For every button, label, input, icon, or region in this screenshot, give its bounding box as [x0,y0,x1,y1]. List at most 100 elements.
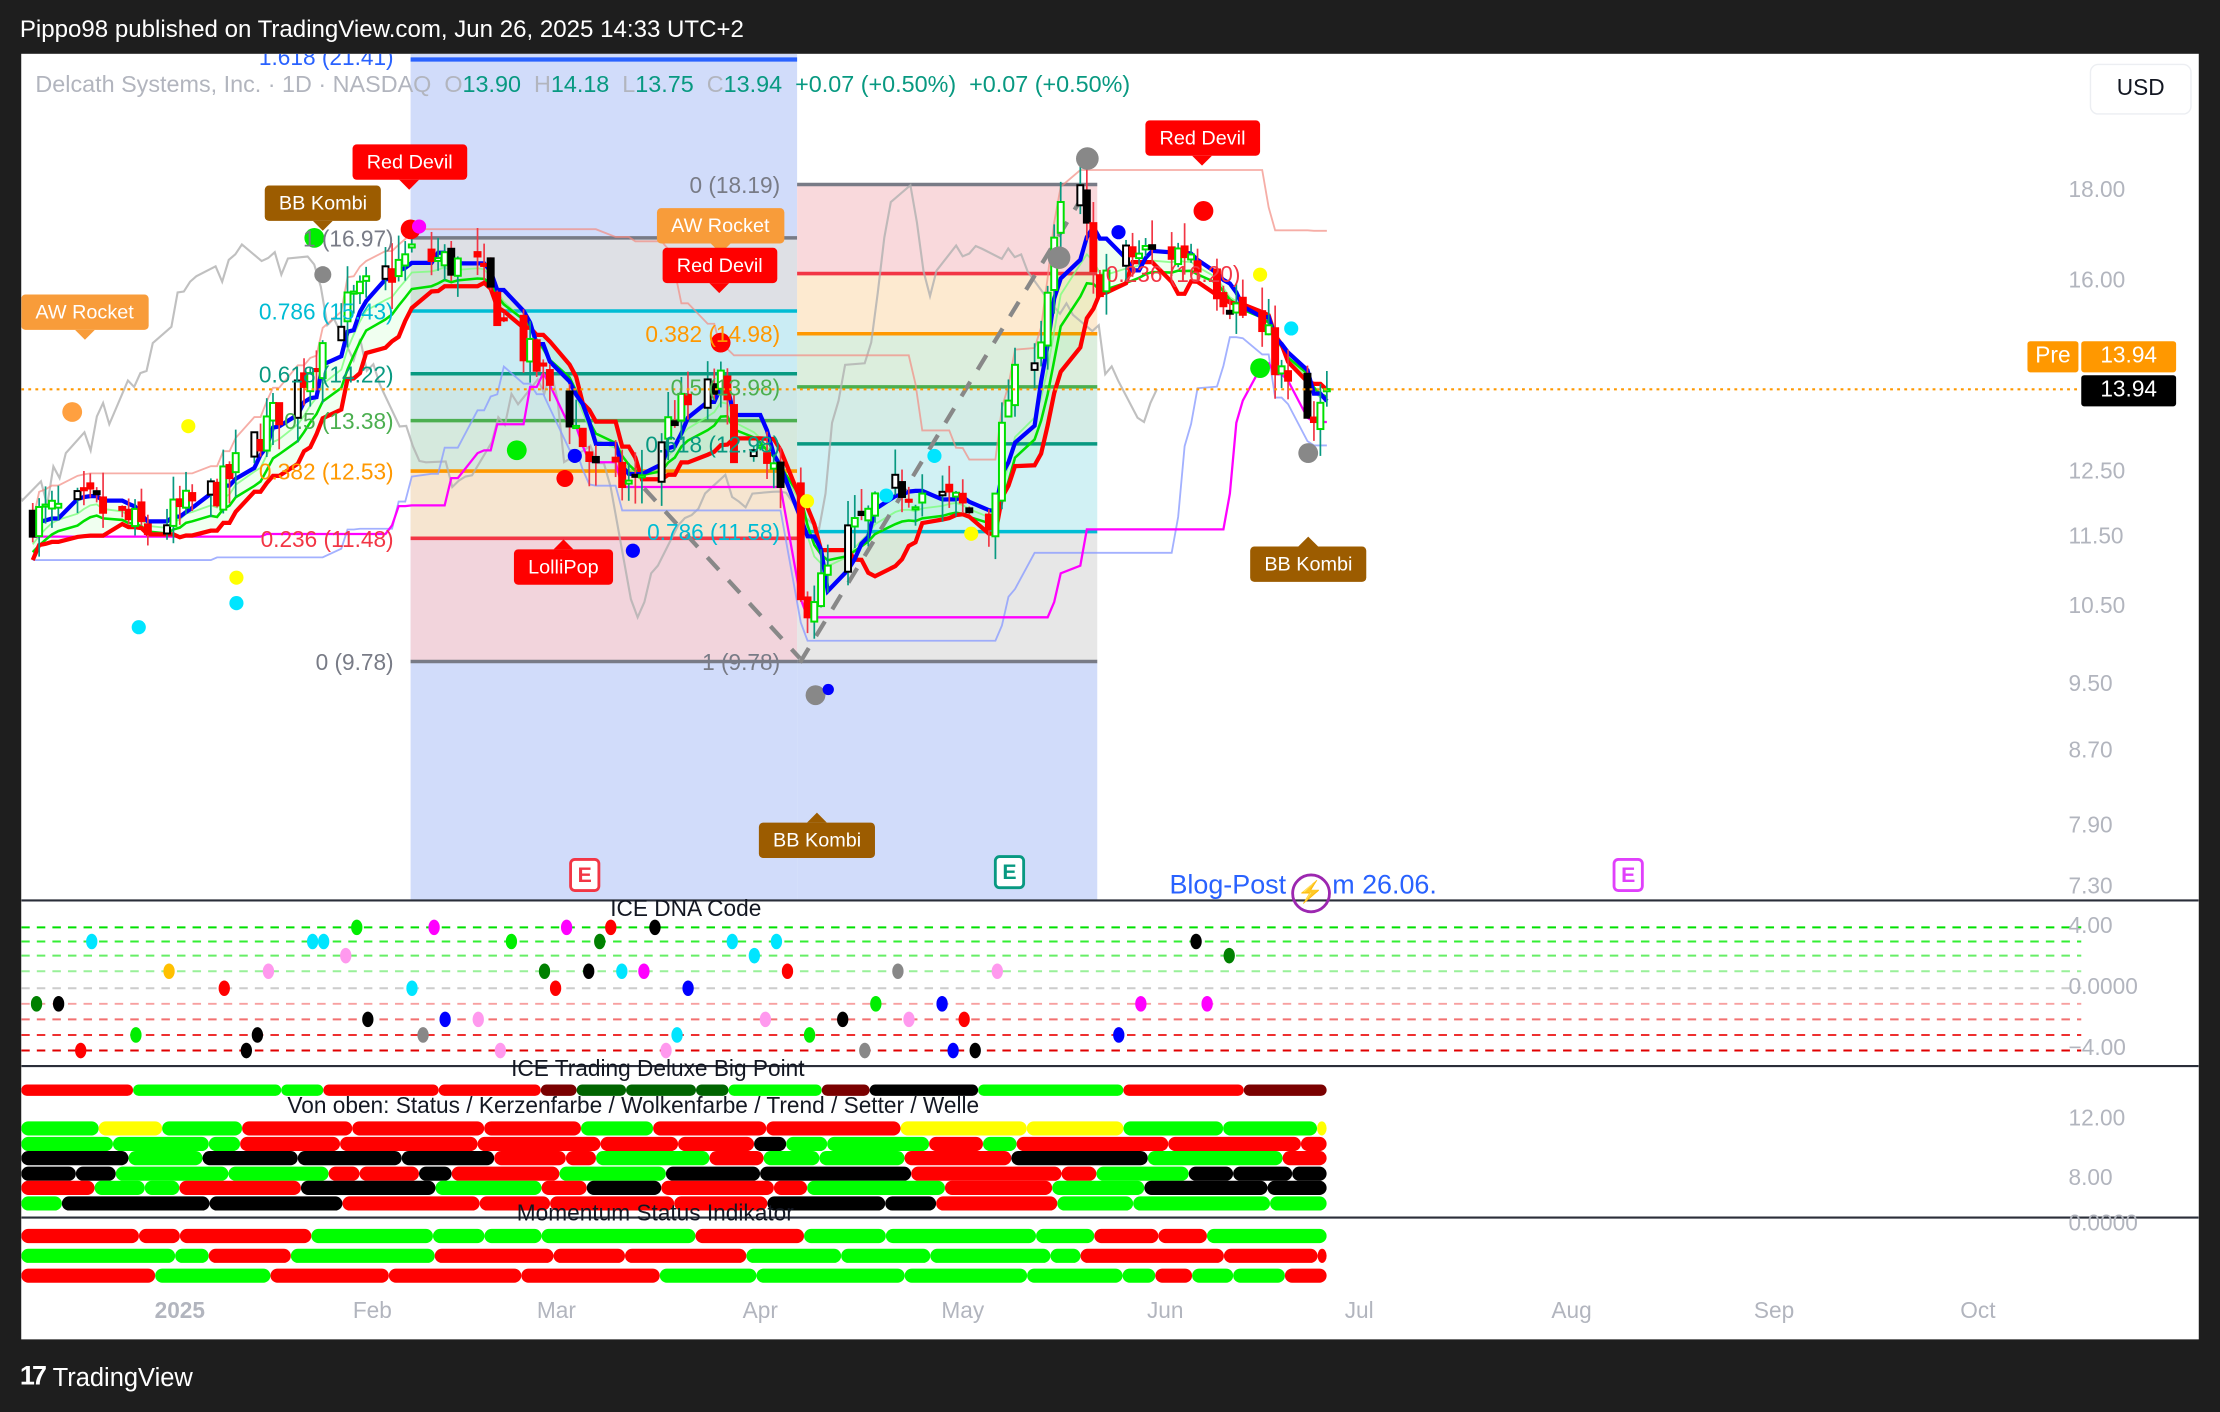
open-value: 13.90 [462,72,521,98]
bigpoint-row-segment [61,1196,210,1211]
bigpoint-row-segment [328,1166,360,1181]
earnings-marker[interactable]: E [1612,857,1644,892]
candle-body [427,248,436,263]
candle [591,445,600,486]
dna-dot [538,963,551,980]
bigpoint-status-segment [869,1084,979,1096]
bigpoint-row-segment [936,1196,1058,1211]
candle-body [1102,269,1111,293]
candle-body [355,280,364,295]
candle-body [945,483,954,493]
earnings-marker[interactable]: E [569,857,601,892]
candle [1082,168,1091,241]
candle-body [657,441,666,483]
bigpoint-row-segment [477,1136,601,1152]
bigpoint-row-segment [595,1151,710,1166]
candle [844,501,852,586]
momentum-row-segment [155,1268,271,1283]
high-value: 14.18 [550,72,610,98]
candle-body [1043,291,1052,347]
candle [401,241,410,281]
symbol-name: Delcath Systems, Inc. · 1D · NASDAQ [35,72,432,98]
bigpoint-row-segment [179,1180,301,1195]
candle-body [169,498,178,527]
tradingview-logo-icon: 17 [19,1362,47,1392]
price-axis-tick: 7.90 [2068,814,2113,839]
candle-body [275,402,284,426]
dna-dot [75,1042,87,1059]
candle-body [585,451,594,462]
signal-label[interactable]: Red Devil [662,247,777,294]
dna-dot [472,1011,484,1028]
bigpoint-row-segment [1011,1151,1148,1166]
signal-label[interactable]: BB Kombi [758,812,876,858]
momentum-row-segment [1317,1248,1327,1263]
candle-body [1232,302,1241,314]
candle-body [306,372,315,393]
signal-label[interactable]: BB Kombi [264,185,382,231]
time-axis-tick: Oct [1960,1299,1996,1324]
bigpoint-row-segment [541,1180,587,1195]
price-chart[interactable]: 1.618 (21.41)1 (16.97)0.786 (15.43)0.618… [21,53,2199,1340]
bigpoint-row-segment [911,1166,1062,1181]
signal-dot [1284,321,1299,336]
time-axis-tick: Feb [352,1299,392,1324]
blog-post-note[interactable]: Blog-Post ⚡ m 26.06. [1169,871,1437,914]
price-axis-tick: 16.00 [2068,269,2126,294]
candle [823,544,832,593]
dna-dot [660,1042,672,1059]
bigpoint-row-segment [209,1196,343,1211]
momentum-row-segment [388,1268,522,1283]
candle [1219,285,1228,315]
signal-label[interactable]: BB Kombi [1250,536,1367,582]
candle [1011,347,1019,417]
candle [578,427,587,448]
bigpoint-row-segment [661,1180,774,1195]
momentum-row-segment [553,1248,625,1263]
signal-label[interactable]: AW Rocket [656,208,784,254]
lightning-icon[interactable]: ⚡ [1290,873,1331,914]
time-axis-tick: Aug [1551,1299,1592,1324]
candle-body [769,462,778,470]
momentum-row-segment [904,1268,1028,1283]
candle-body [803,596,812,619]
signal-label[interactable]: LolliPop [513,539,613,585]
earnings-marker[interactable]: E [993,855,1026,890]
candle-body [1258,310,1267,333]
signal-label[interactable]: AW Rocket [21,294,148,340]
signal-dot [799,494,815,509]
bigpoint-row-segment [359,1166,420,1181]
candle [1135,240,1144,265]
publish-info: Pippo98 published on TradingView.com, Ju… [19,15,744,43]
signal-label[interactable]: Red Devil [1145,120,1260,166]
candle-body [1011,363,1019,407]
currency-button[interactable]: USD [2089,63,2192,115]
momentum-row-segment [659,1268,757,1283]
bigpoint-row-segment [208,1136,241,1152]
signal-label[interactable]: Red Devil [352,144,467,190]
bigpoint-axis-tick: 12.00 [2068,1107,2126,1132]
bigpoint-row-segment [766,1121,901,1136]
candle-body [137,501,146,523]
tradingview-logo[interactable]: 17 TradingView [20,1362,193,1393]
time-axis-tick: Apr [742,1299,778,1324]
candle-body [991,492,1000,538]
fib-level-label: 0.786 (11.58) [647,519,780,545]
candle-body [526,337,535,363]
candle [1316,384,1325,456]
bigpoint-row-segment [1096,1166,1189,1181]
momentum-row-segment [756,1268,905,1283]
dna-dot [340,947,352,964]
candle-body [35,505,44,538]
candle [776,446,785,509]
bigpoint-pane-title: ICE Trading Deluxe Big Point [511,1057,805,1082]
candle [143,514,152,546]
signal-dot [567,448,582,463]
bigpoint-row-segment [678,1136,755,1152]
candle-body [578,427,587,448]
time-axis-tick: May [941,1299,985,1324]
candle-body [864,507,873,522]
momentum-row-segment [484,1228,542,1244]
dna-dot [1223,947,1235,964]
bigpoint-row-segment [297,1151,402,1166]
